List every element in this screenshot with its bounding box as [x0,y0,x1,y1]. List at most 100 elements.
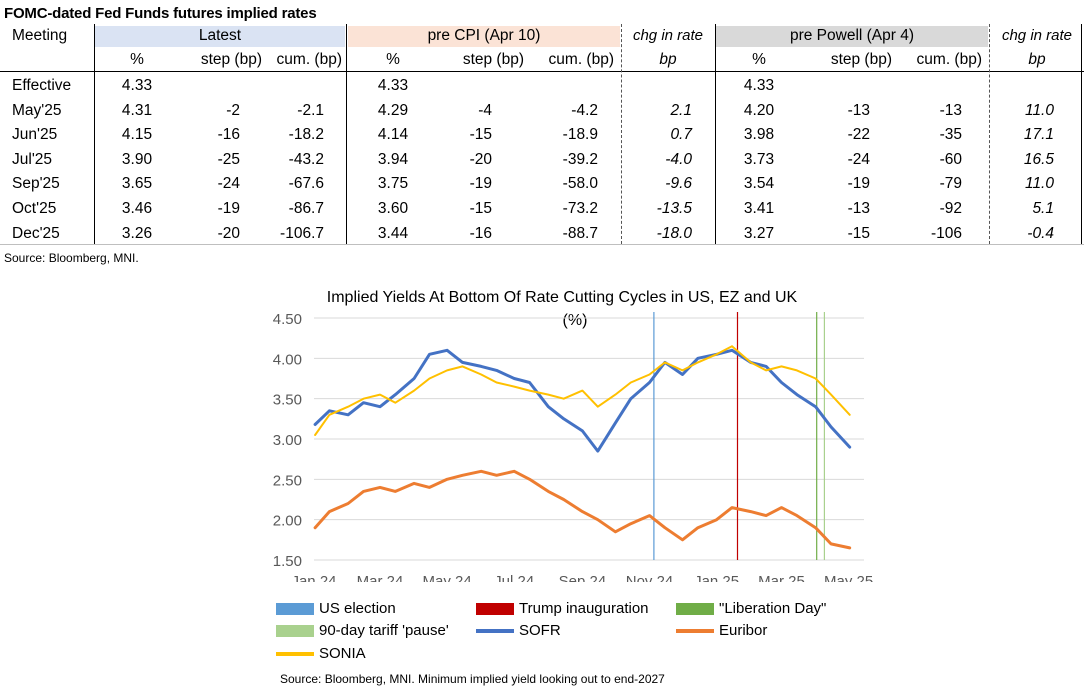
chg-in-rate-header-1: chg in rate [632,27,704,44]
cell-chg2: 11.0 [1024,101,1054,119]
cell-p-pct: 3.27 [743,224,775,242]
legend-swatch-euribor [676,629,714,634]
pre-powell-header: pre Powell (Apr 4) [789,27,915,44]
powell-cum-header: cum. (bp) [916,51,982,68]
cell-chg2 [990,74,1054,98]
cell-c-cum [510,74,598,98]
col-rule-chg1-end [715,24,716,244]
implied-yields-chart: Implied Yields At Bottom Of Rate Cutting… [273,289,873,582]
chart-subtitle: (%) [563,312,588,329]
cell-p-step: -22 [847,126,870,144]
cell-meeting: Jul'25 [12,150,53,168]
cell-p-step: -24 [847,150,870,168]
cell-p-step [790,74,870,98]
y-axis-ticks: 4.50 4.00 3.50 3.00 2.50 2.00 1.50 [273,311,302,570]
legend-swatch-trump-inauguration [476,603,514,616]
cell-l-cum: -106.7 [280,224,324,242]
cell-p-cum: -13 [939,101,962,119]
cell-chg1 [622,74,692,98]
x-axis-ticks: Jan 24 Mar 24 May 24 Jul 24 Sep 24 Nov 24 Jan … [291,573,873,582]
chg-bp-header-2: bp [1028,51,1046,68]
legend-swatch-sofr [476,629,514,634]
cell-chg1: 2.1 [670,101,692,119]
table-header-rule [0,71,1084,72]
legend-sonia: SONIA [276,645,366,662]
chg-bp-header-1: bp [659,51,677,68]
cell-l-cum: -18.2 [288,126,324,144]
chart-legend: US election Trump inauguration "Liberati… [270,600,890,670]
chg-in-rate-header-2: chg in rate [1001,27,1073,44]
cell-l-pct: 3.26 [121,224,153,242]
cell-l-cum: -86.7 [288,200,324,217]
cell-l-step: -19 [217,200,240,217]
x-tick-label: May 25 [824,573,873,582]
cell-c-step: -16 [469,224,492,242]
legend-label-liberation-day: "Liberation Day" [719,600,827,617]
cell-l-step: -24 [217,175,240,193]
cell-l-cum [250,74,324,98]
chart-grid [314,317,864,561]
col-rule-latest-end [346,24,347,244]
cell-c-cum: -18.9 [562,126,598,144]
legend-swatch-sonia [276,652,314,657]
cell-l-cum: -2.1 [297,101,324,119]
cell-l-pct: 3.46 [121,200,153,217]
cell-l-cum: -67.6 [288,175,324,193]
cell-chg1: -4.0 [665,150,692,168]
cell-meeting: Dec'25 [12,224,60,242]
cell-p-pct: 3.73 [743,150,775,168]
x-tick-label: Mar 24 [357,573,404,582]
legend-label-sonia: SONIA [319,645,366,662]
table-source: Source: Bloomberg, MNI. [4,251,139,265]
cell-chg2: 5.1 [1032,200,1054,217]
latest-header-band [95,26,345,47]
y-tick-label: 4.00 [273,351,302,368]
latest-pct-header: % [130,51,144,68]
x-tick-label: Jan 25 [694,573,739,582]
table-title: FOMC-dated Fed Funds futures implied rat… [4,5,317,22]
legend-label-tariff-pause: 90-day tariff 'pause' [319,622,449,639]
cell-p-cum: -92 [939,200,962,217]
series-line-sonia [314,345,851,436]
x-tick-label: Jan 24 [291,573,336,582]
cpi-step-header: step (bp) [462,51,524,68]
cell-p-cum [880,74,962,98]
x-tick-label: Nov 24 [626,573,674,582]
cell-p-pct: 3.54 [743,175,775,193]
cell-chg2: 11.0 [1024,175,1054,193]
cell-chg1: 0.7 [670,126,692,144]
y-tick-label: 3.00 [273,432,302,449]
cell-c-pct: 4.33 [377,77,409,94]
legend-swatch-liberation-day [676,603,714,616]
cell-l-pct: 3.90 [121,150,153,168]
legend-swatch-tariff-pause [276,625,314,638]
col-rule-latest-start [94,24,95,244]
x-tick-label: Sep 24 [559,573,607,582]
cell-c-pct: 4.14 [377,126,409,144]
pre-cpi-header: pre CPI (Apr 10) [427,27,541,44]
cell-c-cum: -73.2 [562,200,598,217]
cell-l-pct: 4.15 [121,126,153,144]
table-bottom-rule [0,244,1084,245]
series-lines [313,345,852,550]
cell-meeting: Effective [12,77,72,94]
cell-l-step: -16 [217,126,240,144]
cpi-pct-header: % [386,51,400,68]
cell-l-pct: 4.33 [121,77,153,94]
cell-c-cum: -88.7 [562,224,598,242]
cell-c-step: -15 [469,126,492,144]
cell-chg2: -0.4 [1027,224,1054,242]
cell-p-step: -15 [847,224,870,242]
cell-meeting: Jun'25 [12,126,58,144]
col-rule-chg2-start [989,24,990,244]
cell-c-cum: -4.2 [571,101,598,119]
cell-meeting: Oct'25 [12,200,57,217]
powell-step-header: step (bp) [830,51,892,68]
latest-step-header: step (bp) [200,51,262,68]
event-lines [653,312,826,560]
cell-p-pct: 3.98 [743,126,775,144]
cell-chg1: -9.6 [665,175,692,193]
col-rule-chg1-start [621,24,622,244]
chart-source: Source: Bloomberg, MNI. Minimum implied … [280,672,665,686]
cell-c-pct: 3.44 [377,224,409,242]
